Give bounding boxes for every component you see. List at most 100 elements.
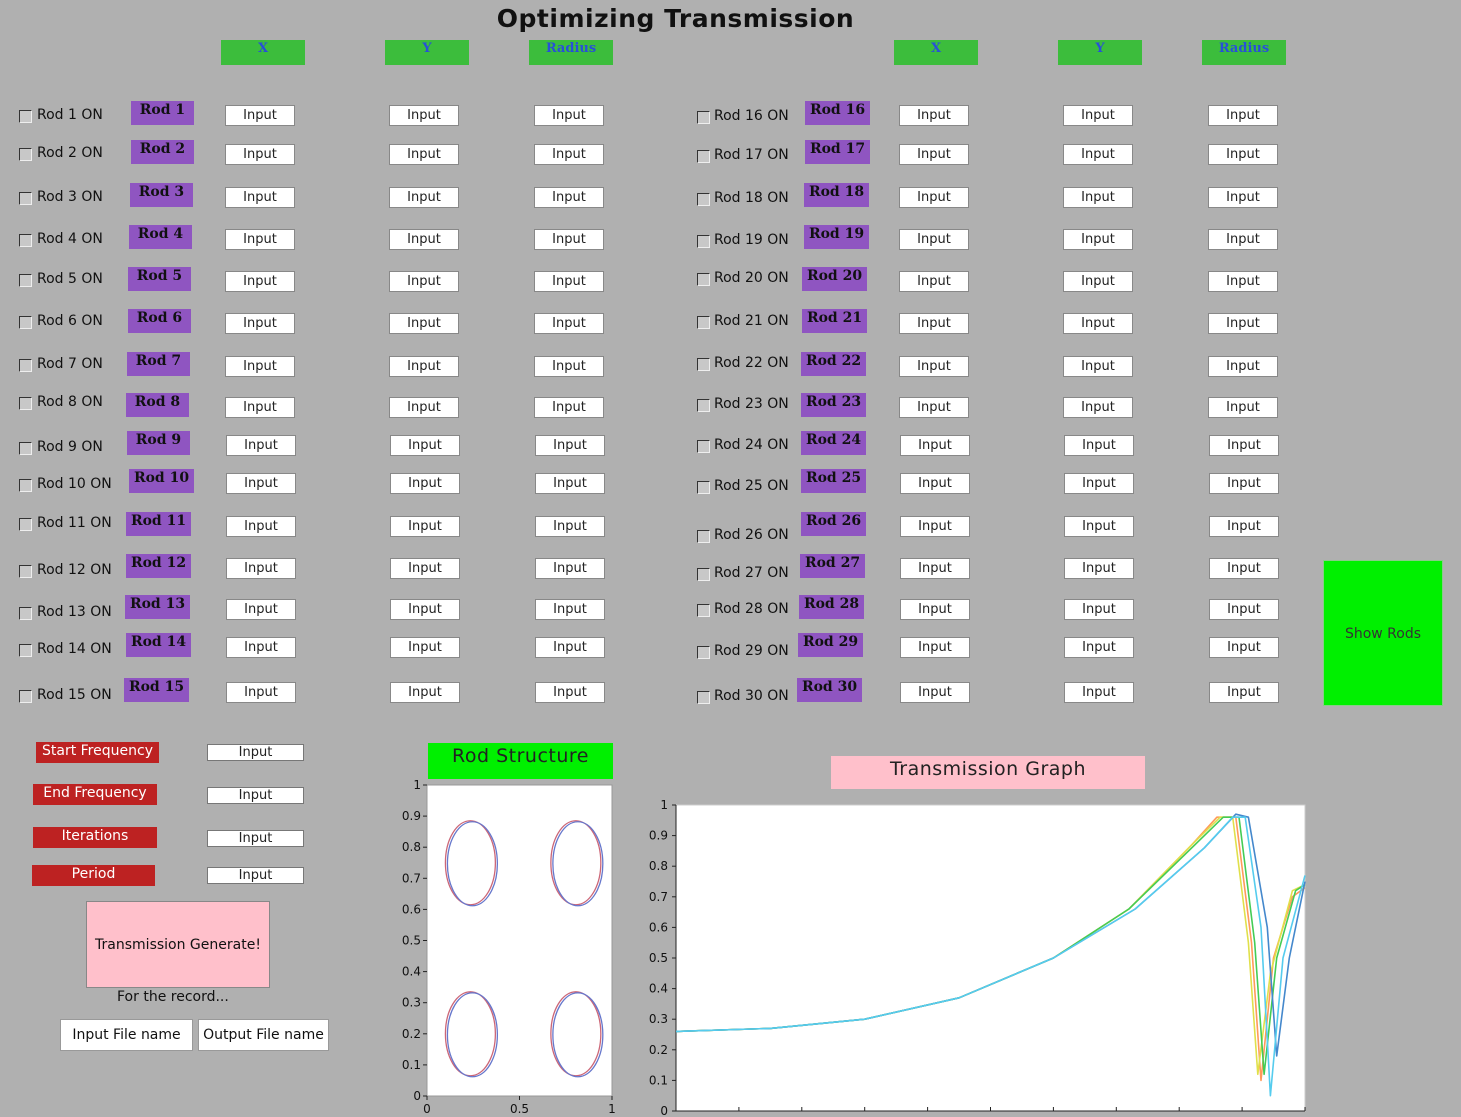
rod-21-checkbox[interactable] bbox=[697, 316, 710, 329]
rod-1-radius-input[interactable]: Input bbox=[534, 105, 604, 126]
rod-19-checkbox[interactable] bbox=[697, 235, 710, 248]
rod-7-checkbox[interactable] bbox=[19, 359, 32, 372]
period-input[interactable]: Input bbox=[207, 867, 304, 884]
rod-8-radius-input[interactable]: Input bbox=[534, 397, 604, 418]
rod-12-x-input[interactable]: Input bbox=[226, 558, 296, 579]
rod-11-x-input[interactable]: Input bbox=[226, 516, 296, 537]
rod-5-x-input[interactable]: Input bbox=[225, 271, 295, 292]
rod-11-button[interactable]: Rod 11 bbox=[126, 512, 191, 536]
rod-17-checkbox[interactable] bbox=[697, 150, 710, 163]
rod-29-button[interactable]: Rod 29 bbox=[798, 633, 863, 657]
rod-12-radius-input[interactable]: Input bbox=[535, 558, 605, 579]
rod-20-checkbox[interactable] bbox=[697, 273, 710, 286]
rod-18-radius-input[interactable]: Input bbox=[1208, 187, 1278, 208]
rod-23-checkbox[interactable] bbox=[697, 399, 710, 412]
rod-18-y-input[interactable]: Input bbox=[1063, 187, 1133, 208]
rod-6-radius-input[interactable]: Input bbox=[534, 313, 604, 334]
rod-16-button[interactable]: Rod 16 bbox=[805, 101, 870, 125]
rod-25-checkbox[interactable] bbox=[697, 481, 710, 494]
rod-17-y-input[interactable]: Input bbox=[1063, 144, 1133, 165]
rod-3-y-input[interactable]: Input bbox=[389, 187, 459, 208]
rod-20-x-input[interactable]: Input bbox=[899, 271, 969, 292]
rod-13-y-input[interactable]: Input bbox=[390, 599, 460, 620]
rod-26-checkbox[interactable] bbox=[697, 530, 710, 543]
rod-10-y-input[interactable]: Input bbox=[390, 473, 460, 494]
rod-29-checkbox[interactable] bbox=[697, 646, 710, 659]
rod-10-checkbox[interactable] bbox=[19, 479, 32, 492]
rod-19-button[interactable]: Rod 19 bbox=[804, 225, 869, 249]
rod-6-button[interactable]: Rod 6 bbox=[128, 309, 191, 333]
rod-14-checkbox[interactable] bbox=[19, 644, 32, 657]
rod-5-checkbox[interactable] bbox=[19, 274, 32, 287]
rod-8-y-input[interactable]: Input bbox=[389, 397, 459, 418]
rod-8-button[interactable]: Rod 8 bbox=[126, 393, 189, 417]
rod-13-radius-input[interactable]: Input bbox=[535, 599, 605, 620]
rod-9-button[interactable]: Rod 9 bbox=[127, 431, 190, 455]
rod-4-y-input[interactable]: Input bbox=[389, 229, 459, 250]
rod-1-checkbox[interactable] bbox=[19, 110, 32, 123]
rod-18-checkbox[interactable] bbox=[697, 193, 710, 206]
rod-7-button[interactable]: Rod 7 bbox=[127, 352, 190, 376]
rod-10-button[interactable]: Rod 10 bbox=[129, 469, 194, 493]
rod-11-y-input[interactable]: Input bbox=[390, 516, 460, 537]
rod-6-y-input[interactable]: Input bbox=[389, 313, 459, 334]
rod-20-radius-input[interactable]: Input bbox=[1208, 271, 1278, 292]
rod-25-button[interactable]: Rod 25 bbox=[801, 469, 866, 493]
rod-27-radius-input[interactable]: Input bbox=[1209, 558, 1279, 579]
rod-4-checkbox[interactable] bbox=[19, 234, 32, 247]
rod-9-y-input[interactable]: Input bbox=[390, 435, 460, 456]
rod-16-checkbox[interactable] bbox=[697, 111, 710, 124]
rod-25-y-input[interactable]: Input bbox=[1064, 473, 1134, 494]
rod-23-y-input[interactable]: Input bbox=[1063, 397, 1133, 418]
rod-11-checkbox[interactable] bbox=[19, 518, 32, 531]
rod-17-x-input[interactable]: Input bbox=[899, 144, 969, 165]
rod-14-radius-input[interactable]: Input bbox=[535, 637, 605, 658]
rod-1-y-input[interactable]: Input bbox=[389, 105, 459, 126]
rod-5-y-input[interactable]: Input bbox=[389, 271, 459, 292]
rod-30-y-input[interactable]: Input bbox=[1064, 682, 1134, 703]
rod-23-x-input[interactable]: Input bbox=[899, 397, 969, 418]
rod-20-y-input[interactable]: Input bbox=[1063, 271, 1133, 292]
rod-9-x-input[interactable]: Input bbox=[226, 435, 296, 456]
rod-22-x-input[interactable]: Input bbox=[899, 356, 969, 377]
rod-21-radius-input[interactable]: Input bbox=[1208, 313, 1278, 334]
rod-8-x-input[interactable]: Input bbox=[225, 397, 295, 418]
rod-3-checkbox[interactable] bbox=[19, 192, 32, 205]
start-frequency-input[interactable]: Input bbox=[207, 744, 304, 761]
rod-26-x-input[interactable]: Input bbox=[900, 516, 970, 537]
rod-9-checkbox[interactable] bbox=[19, 442, 32, 455]
rod-20-button[interactable]: Rod 20 bbox=[802, 267, 867, 291]
rod-26-button[interactable]: Rod 26 bbox=[801, 512, 866, 536]
rod-2-x-input[interactable]: Input bbox=[225, 144, 295, 165]
rod-22-button[interactable]: Rod 22 bbox=[801, 352, 866, 376]
rod-14-y-input[interactable]: Input bbox=[390, 637, 460, 658]
rod-1-button[interactable]: Rod 1 bbox=[131, 101, 194, 125]
rod-27-y-input[interactable]: Input bbox=[1064, 558, 1134, 579]
input-file-name-field[interactable]: Input File name bbox=[60, 1019, 193, 1051]
rod-13-button[interactable]: Rod 13 bbox=[125, 595, 190, 619]
rod-15-button[interactable]: Rod 15 bbox=[124, 678, 189, 702]
rod-30-x-input[interactable]: Input bbox=[900, 682, 970, 703]
rod-24-checkbox[interactable] bbox=[697, 440, 710, 453]
rod-23-button[interactable]: Rod 23 bbox=[801, 393, 866, 417]
rod-3-radius-input[interactable]: Input bbox=[534, 187, 604, 208]
rod-16-radius-input[interactable]: Input bbox=[1208, 105, 1278, 126]
rod-21-y-input[interactable]: Input bbox=[1063, 313, 1133, 334]
rod-10-radius-input[interactable]: Input bbox=[535, 473, 605, 494]
rod-9-radius-input[interactable]: Input bbox=[535, 435, 605, 456]
rod-27-checkbox[interactable] bbox=[697, 568, 710, 581]
rod-26-y-input[interactable]: Input bbox=[1064, 516, 1134, 537]
rod-14-button[interactable]: Rod 14 bbox=[126, 633, 191, 657]
rod-3-x-input[interactable]: Input bbox=[225, 187, 295, 208]
rod-16-x-input[interactable]: Input bbox=[899, 105, 969, 126]
rod-1-x-input[interactable]: Input bbox=[225, 105, 295, 126]
rod-5-radius-input[interactable]: Input bbox=[534, 271, 604, 292]
rod-2-radius-input[interactable]: Input bbox=[534, 144, 604, 165]
rod-11-radius-input[interactable]: Input bbox=[535, 516, 605, 537]
rod-28-y-input[interactable]: Input bbox=[1064, 599, 1134, 620]
transmission-generate-button[interactable]: Transmission Generate! bbox=[86, 901, 270, 988]
rod-24-button[interactable]: Rod 24 bbox=[801, 431, 866, 455]
rod-26-radius-input[interactable]: Input bbox=[1209, 516, 1279, 537]
rod-6-checkbox[interactable] bbox=[19, 316, 32, 329]
rod-4-button[interactable]: Rod 4 bbox=[129, 225, 192, 249]
